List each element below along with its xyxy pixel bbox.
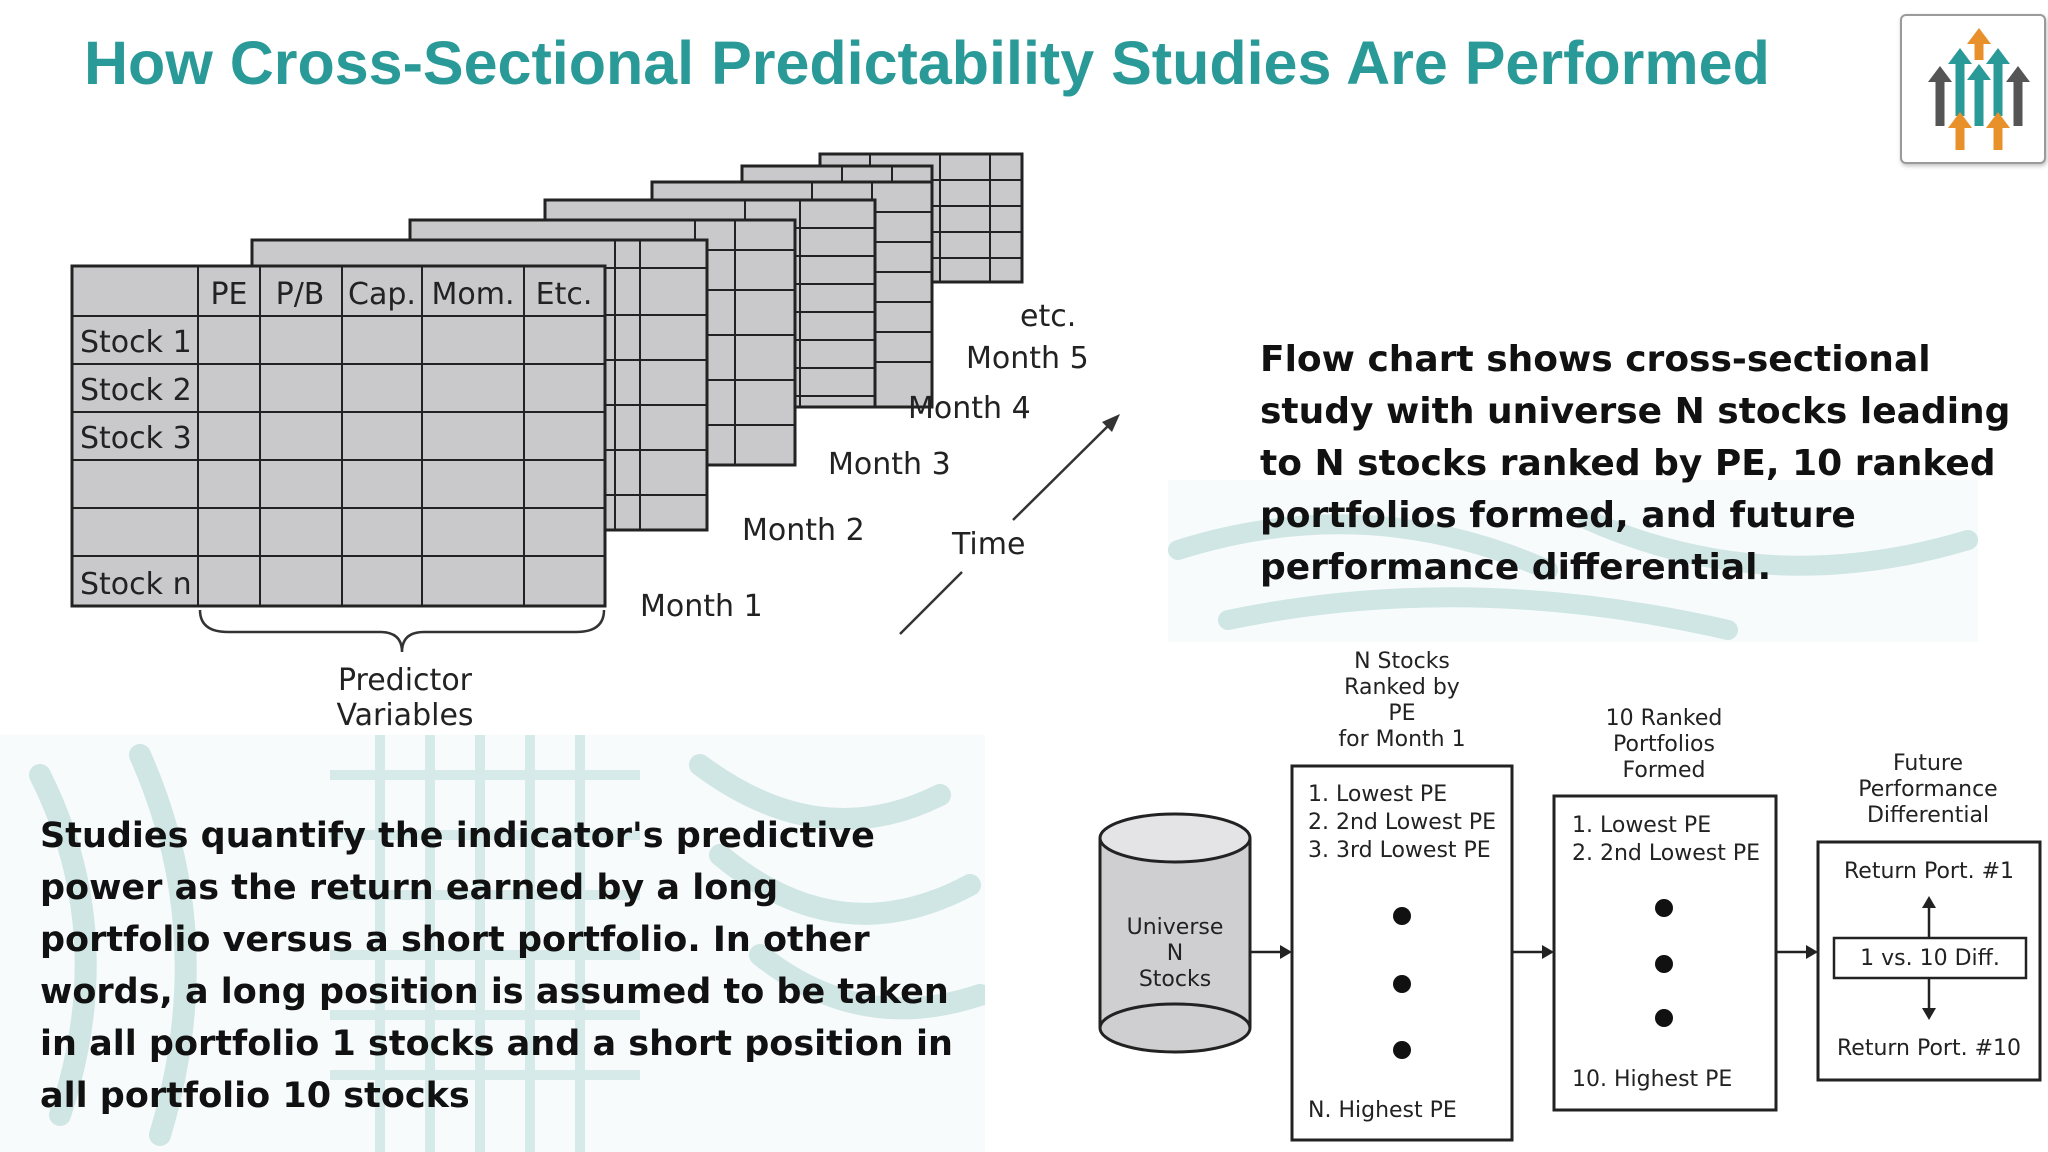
performance-diff: 1 vs. 10 Diff. [1860,946,2000,971]
flow-chart-caption: Flow chart shows cross-sectional study w… [1260,339,2011,588]
month-label-3: Month 3 [828,447,951,482]
portfolios-last: 10. Highest PE [1572,1067,1732,1092]
performance-header-line3: Differential [1867,803,1989,828]
portfolios-item-1: 1. Lowest PE [1572,813,1711,838]
watermark-background-right [1168,480,1978,642]
performance-arrow-up-head [1922,896,1936,908]
slide-title: How Cross-Sectional Predictability Studi… [84,29,1770,97]
col-header-pe: PE [210,277,247,312]
ranked-ellipsis-dot-2 [1393,975,1411,993]
time-arrow-lower [899,571,963,635]
predictor-label-line2: Variables [336,698,473,733]
ranked-header-line4: for Month 1 [1338,727,1465,752]
performance-bottom: Return Port. #10 [1837,1036,2021,1061]
universe-line2: N [1167,941,1183,966]
universe-line3: Stocks [1139,967,1211,992]
month-label-2: Month 2 [742,513,865,548]
performance-arrow-down-head [1922,1008,1936,1020]
col-header-pb: P/B [276,277,325,312]
ranked-header-line3: PE [1388,701,1415,726]
ranked-ellipsis-dot-1 [1393,907,1411,925]
ranked-ellipsis-dot-3 [1393,1041,1411,1059]
flow-arrow-3-head [1806,945,1818,959]
portfolios-header-line2: Portfolios [1613,732,1715,757]
portfolios-header-line3: Formed [1623,758,1706,783]
ranked-item-2: 2. 2nd Lowest PE [1308,810,1496,835]
portfolios-ellipsis-dot-3 [1655,1009,1673,1027]
universe-line1: Universe [1127,915,1224,940]
time-arrow-upper [1012,423,1111,521]
row-label-stock-1: Stock 1 [80,325,192,360]
ranked-last: N. Highest PE [1308,1098,1457,1123]
ranked-item-1: 1. Lowest PE [1308,782,1447,807]
row-label-stock-3: Stock 3 [80,421,192,456]
portfolios-header-line1: 10 Ranked [1606,706,1723,731]
month-label-1: Month 1 [640,589,763,624]
time-arrow-head [1102,414,1120,432]
watermark-background-left [0,735,985,1152]
predictor-brace [198,609,606,653]
performance-header-line1: Future [1893,751,1963,776]
ranked-header-line2: Ranked by [1344,675,1460,700]
ranked-box [1290,764,1514,1142]
month-label-5: Month 5 [966,341,1089,376]
month-label-4: Month 4 [908,391,1031,426]
portfolios-item-2: 2. 2nd Lowest PE [1572,841,1760,866]
month-label-etc: etc. [1020,299,1076,334]
col-header-etc: Etc. [536,277,593,312]
universe-cylinder [1098,812,1252,1054]
flow-arrow-2-head [1542,945,1554,959]
performance-top: Return Port. #1 [1844,859,2014,884]
month-panel-front: PE P/B Cap. Mom. Etc. Stock 1 Stock 2 St… [70,264,607,608]
flow-arrow-1-head [1280,945,1292,959]
performance-header-line2: Performance [1858,777,1997,802]
row-label-stock-2: Stock 2 [80,373,192,408]
ranked-item-3: 3. 3rd Lowest PE [1308,838,1491,863]
rising-arrows-logo-icon [1900,14,2046,164]
row-label-stock-n: Stock n [80,567,192,602]
col-header-cap: Cap. [348,277,416,312]
study-explanation-text: Studies quantify the indicator's predict… [40,816,953,1116]
portfolios-ellipsis-dot-1 [1655,899,1673,917]
col-header-mom: Mom. [432,277,515,312]
ranked-header-line1: N Stocks [1354,649,1450,674]
portfolios-ellipsis-dot-2 [1655,955,1673,973]
predictor-label-line1: Predictor [338,663,473,698]
time-label: Time [951,527,1025,562]
